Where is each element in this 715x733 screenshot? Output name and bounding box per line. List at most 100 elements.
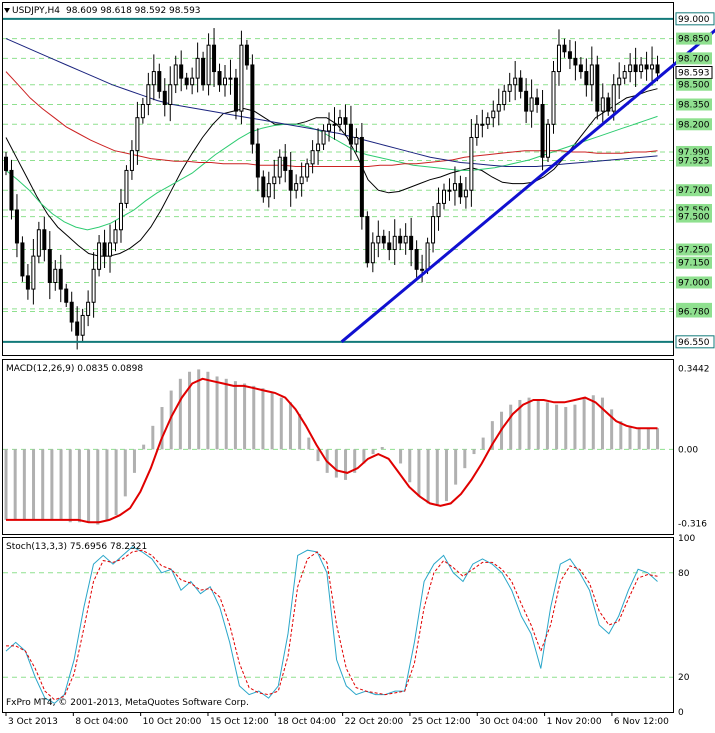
candle-body — [507, 84, 512, 92]
candle-body — [332, 123, 337, 126]
candle-body — [108, 242, 113, 257]
candle-body — [316, 143, 321, 152]
candle-body — [562, 44, 567, 53]
macd-histogram-bar — [334, 449, 338, 478]
candle-body — [255, 143, 260, 178]
price-tick-label: 97.150 — [678, 259, 710, 269]
macd-histogram-bar — [545, 402, 549, 450]
macd-histogram-bar — [41, 449, 45, 520]
ma-line — [5, 88, 658, 257]
candle-body — [513, 77, 518, 86]
time-tick-label: 18 Oct 04:00 — [277, 717, 336, 727]
macd-histogram-bar — [114, 449, 118, 516]
candle-body — [184, 77, 189, 86]
ma-line — [5, 38, 658, 167]
candle-body — [600, 97, 605, 112]
candle-body — [321, 130, 326, 145]
macd-histogram-bar — [288, 402, 292, 450]
price-label-bg — [676, 52, 712, 65]
candle-body — [337, 117, 342, 125]
candle-body — [80, 314, 85, 336]
candle-body — [644, 64, 649, 70]
candle-body — [447, 189, 452, 192]
macd-histogram-bar — [472, 449, 476, 455]
candle-body — [392, 235, 397, 251]
macd-histogram-bar — [555, 404, 559, 450]
macd-histogram-bar — [215, 376, 219, 450]
macd-histogram-bar — [371, 449, 375, 455]
candle-body — [420, 268, 425, 271]
level-label: 96.550 — [678, 338, 710, 348]
candle-body — [529, 97, 534, 112]
candle-body — [14, 209, 19, 244]
macd-signal-line — [6, 377, 658, 524]
candle-body — [239, 44, 244, 112]
candle-body — [436, 202, 441, 218]
macd-histogram-bar — [582, 397, 586, 450]
stoch-main-line — [5, 546, 658, 704]
price-label-bg — [676, 256, 712, 269]
candle-body — [272, 176, 277, 185]
candle-body — [485, 117, 490, 125]
macd-histogram-bar — [105, 449, 109, 520]
candle-body — [398, 235, 403, 244]
candle-body — [299, 176, 304, 185]
candle-body — [4, 156, 8, 171]
candle-body — [31, 255, 36, 290]
candle-body — [551, 71, 556, 125]
candle-body — [442, 189, 446, 204]
macd-histogram-bar — [123, 449, 127, 497]
price-label-bg — [676, 276, 712, 289]
macd-histogram-bar — [32, 449, 36, 520]
stoch-tick-label: 20 — [678, 673, 690, 683]
price-label-bg — [676, 32, 712, 45]
macd-histogram-bar — [463, 449, 467, 469]
macd-histogram-bar — [454, 449, 458, 485]
candle-body — [480, 123, 485, 126]
candle-body — [294, 183, 299, 191]
symbol-label: USDJPY,H4 — [12, 6, 60, 16]
candle-body — [228, 77, 233, 80]
candle-body — [381, 235, 386, 244]
macd-histogram-bar — [353, 449, 357, 473]
candle-body — [502, 90, 507, 106]
stoch-tick-label: 100 — [678, 534, 695, 544]
candle-body — [567, 51, 572, 59]
candle-body — [595, 64, 600, 112]
macd-histogram-bar — [279, 397, 283, 450]
macd-tick-label: 0.00 — [678, 445, 698, 455]
price-tick-label: 96.780 — [678, 307, 710, 317]
macd-histogram-bar — [142, 444, 146, 450]
candle-body — [622, 71, 627, 79]
candle-body — [140, 104, 145, 119]
candle-body — [463, 189, 468, 198]
candle-body — [639, 64, 644, 73]
macd-histogram-bar — [4, 449, 8, 520]
candle-body — [168, 84, 173, 106]
candle-body — [359, 136, 364, 218]
macd-histogram-bar — [316, 449, 320, 462]
candle-body — [535, 97, 540, 106]
candle-body — [310, 150, 315, 165]
candle-body — [233, 77, 238, 112]
level-label-bg — [675, 335, 715, 349]
candle-body — [146, 84, 151, 106]
price-tick-label: 97.250 — [678, 246, 710, 256]
macd-histogram-bar — [169, 390, 173, 450]
macd-histogram-bar — [399, 449, 403, 464]
candle-body — [250, 64, 255, 145]
level-label-bg — [675, 12, 715, 26]
time-tick-label: 3 Oct 2013 — [8, 717, 58, 727]
candle-body — [157, 71, 162, 92]
candle-body — [223, 77, 227, 86]
time-tick-label: 30 Oct 04:00 — [479, 717, 538, 727]
time-tick-label: 6 Nov 12:00 — [614, 717, 669, 727]
macd-histogram-bar — [307, 437, 311, 450]
macd-histogram-bar — [408, 449, 412, 483]
price-label-bg — [676, 118, 712, 131]
macd-histogram-bar — [160, 407, 164, 450]
candle-body — [162, 90, 167, 106]
candle-body — [305, 163, 310, 178]
candle-body — [42, 229, 47, 251]
